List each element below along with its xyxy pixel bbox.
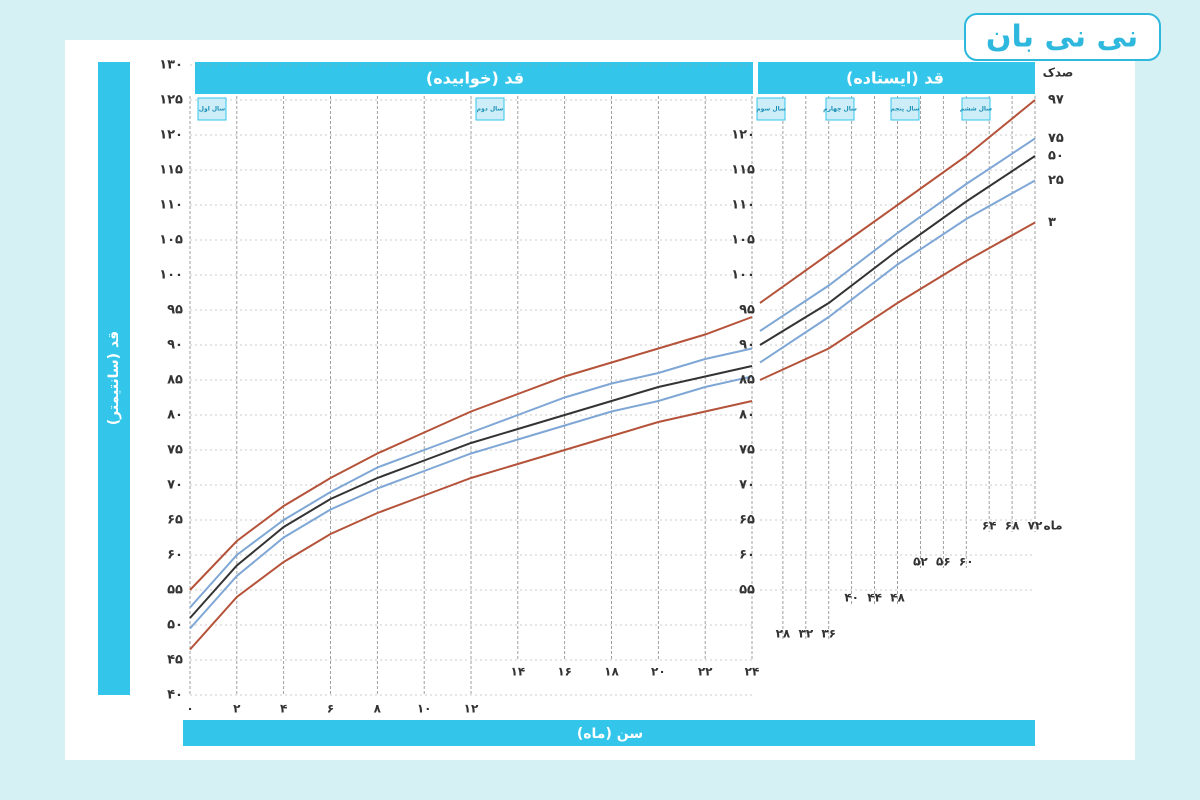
y-tick-label: ۵۵ bbox=[739, 583, 755, 598]
y-tick-label: ۱۱۰ bbox=[159, 198, 183, 213]
x-tick-label: ۶۰ bbox=[959, 555, 974, 569]
x-unit: ماه bbox=[1043, 519, 1062, 533]
x-tick-label: ۲۲ bbox=[698, 665, 713, 679]
x-tick-label: ۴ bbox=[280, 702, 287, 716]
x-tick-label: ۶۸ bbox=[1005, 519, 1020, 533]
percentile-line bbox=[759, 137, 1036, 332]
percentile-line bbox=[189, 316, 753, 591]
y-tick-label: ۹۰ bbox=[739, 338, 755, 353]
year-label: سال اول bbox=[199, 106, 226, 113]
y-tick-label: ۵۰ bbox=[167, 618, 183, 633]
x-tick-label: ۷۲ bbox=[1028, 519, 1043, 533]
y-tick-label: ۱۱۵ bbox=[159, 163, 183, 178]
x-tick-label: ۱۴ bbox=[511, 665, 526, 679]
percentile-line bbox=[759, 221, 1036, 381]
x-tick-label: ۵۶ bbox=[936, 555, 951, 569]
x-tick-label: ۲۸ bbox=[776, 627, 791, 641]
y-tick-label: ۸۰ bbox=[739, 408, 755, 423]
percentile-line bbox=[189, 365, 753, 619]
y-tick-label: ۷۵ bbox=[167, 443, 183, 458]
legend-label: ۹۷ bbox=[1048, 93, 1064, 108]
legend-label: ۲۵ bbox=[1048, 173, 1064, 188]
y-tick-label: ۶۰ bbox=[167, 548, 183, 563]
x-tick-label: ۱۰ bbox=[417, 702, 432, 716]
x-tick-label: ۳۲ bbox=[799, 627, 814, 641]
x-tick-label: ۱۸ bbox=[604, 665, 619, 679]
x-tick-label: ۶۴ bbox=[982, 519, 997, 533]
percentile-line bbox=[189, 347, 753, 609]
x-tick-label: ۲۴ bbox=[745, 665, 760, 679]
y-tick-label: ۱۲۵ bbox=[159, 93, 183, 108]
y-tick-label: ۶۵ bbox=[167, 513, 183, 528]
x-tick-label: ۱۶ bbox=[557, 665, 572, 679]
year-label: سال دوم bbox=[477, 106, 504, 113]
y-tick-label: ۱۰۰ bbox=[731, 268, 755, 283]
logo: نی نی بان bbox=[986, 20, 1138, 55]
y-tick-label: ۱۰۵ bbox=[731, 233, 755, 248]
percentile-line bbox=[759, 99, 1036, 304]
x-tick-label: ۰ bbox=[186, 702, 193, 716]
header-lying bbox=[195, 62, 753, 94]
x-tick-label: ۲ bbox=[233, 702, 241, 716]
x-tick-label: ۱۲ bbox=[464, 702, 479, 716]
year-box bbox=[961, 97, 991, 121]
year-label: سال ششم bbox=[960, 106, 992, 113]
year-box bbox=[475, 97, 505, 121]
year-box bbox=[756, 97, 786, 121]
chart-title: قد (ایستاده) bbox=[846, 69, 944, 88]
y-tick-label: ۱۳۰ bbox=[159, 58, 183, 73]
y-tick-label: ۱۲۰ bbox=[731, 128, 755, 143]
logo-box bbox=[964, 13, 1161, 61]
x-tick-label: ۸ bbox=[374, 702, 382, 716]
legend-label: ۵۰ bbox=[1048, 149, 1064, 164]
y-tick-label: ۴۰ bbox=[167, 688, 183, 703]
y-tick-label: ۸۵ bbox=[739, 373, 755, 388]
header-standing bbox=[758, 62, 1035, 94]
y-tick-label: ۱۰۰ bbox=[159, 268, 183, 283]
x-label-bar bbox=[183, 720, 1035, 746]
legend-title: صدک bbox=[1043, 66, 1074, 80]
y-tick-label: ۹۵ bbox=[167, 303, 183, 318]
legend-label: ۳ bbox=[1048, 215, 1056, 230]
y-tick-label: ۷۰ bbox=[739, 478, 755, 493]
y-tick-label: ۶۵ bbox=[739, 513, 755, 528]
y-tick-label: ۱۲۰ bbox=[159, 128, 183, 143]
y-tick-label: ۷۵ bbox=[739, 443, 755, 458]
card bbox=[65, 40, 1135, 760]
y-tick-label: ۱۱۵ bbox=[731, 163, 755, 178]
year-box bbox=[890, 97, 920, 121]
x-tick-label: ۵۲ bbox=[913, 555, 928, 569]
chart-title: قد (خوابیده) bbox=[426, 69, 524, 88]
x-tick-label: ۴۰ bbox=[844, 591, 859, 605]
year-label: سال چهارم bbox=[823, 106, 857, 113]
year-box bbox=[197, 97, 227, 121]
y-tick-label: ۹۵ bbox=[739, 303, 755, 318]
y-tick-label: ۱۰۵ bbox=[159, 233, 183, 248]
y-tick-label: ۶۰ bbox=[739, 548, 755, 563]
y-tick-label: ۹۰ bbox=[167, 338, 183, 353]
year-label: سال سوم bbox=[756, 106, 786, 113]
percentile-line bbox=[189, 400, 753, 651]
x-axis-label: سن (ماه) bbox=[577, 726, 643, 742]
y-tick-label: ۸۵ bbox=[167, 373, 183, 388]
x-tick-label: ۴۸ bbox=[890, 591, 905, 605]
x-tick-label: ۲۰ bbox=[651, 665, 666, 679]
percentile-line bbox=[759, 179, 1036, 364]
percentile-line bbox=[189, 375, 753, 630]
y-label-bar bbox=[98, 62, 130, 695]
x-tick-label: ۴۴ bbox=[867, 591, 882, 605]
percentile-line bbox=[759, 155, 1036, 346]
legend-label: ۷۵ bbox=[1048, 131, 1064, 146]
y-tick-label: ۵۵ bbox=[167, 583, 183, 598]
y-tick-label: ۷۰ bbox=[167, 478, 183, 493]
y-axis-label: قد (سانتیمتر) bbox=[106, 331, 122, 425]
x-tick-label: ۳۶ bbox=[821, 627, 836, 641]
x-tick-label: ۶ bbox=[327, 702, 334, 716]
year-label: سال پنجم bbox=[890, 106, 919, 113]
y-tick-label: ۸۰ bbox=[167, 408, 183, 423]
y-tick-label: ۱۱۰ bbox=[731, 198, 755, 213]
y-tick-label: ۴۵ bbox=[167, 653, 183, 668]
year-box bbox=[825, 97, 855, 121]
